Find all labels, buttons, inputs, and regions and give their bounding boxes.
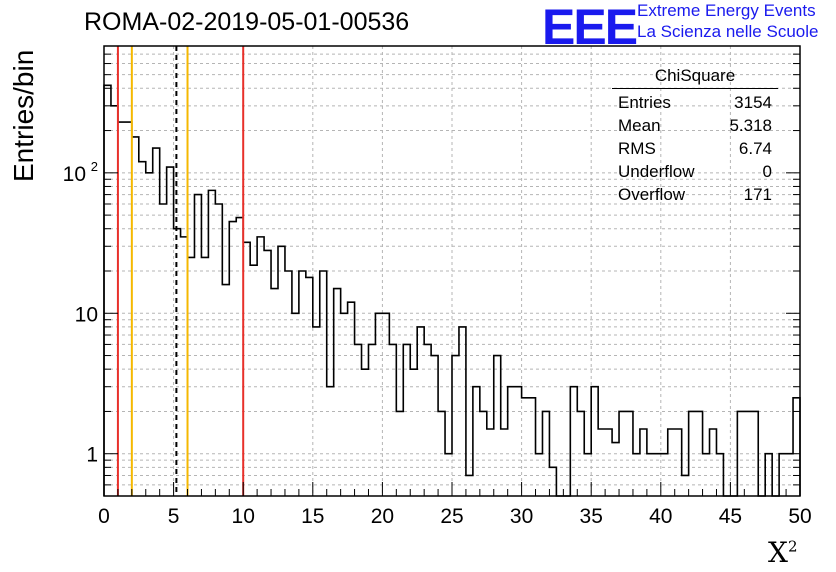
stats-row: Overflow 171 <box>612 183 778 206</box>
histogram-line <box>103 84 801 497</box>
y-tick-label: 10 <box>63 163 86 186</box>
stats-box: ChiSquare Entries 3154 Mean 5.318 RMS 6.74 … <box>612 66 778 206</box>
stats-row: RMS 6.74 <box>612 137 778 160</box>
stats-value: 171 <box>743 185 772 204</box>
stats-row: Underflow 0 <box>612 160 778 183</box>
stats-title: ChiSquare <box>612 66 778 89</box>
x-tick-label: 5 <box>168 505 180 528</box>
y-axis-label: Entries/bin <box>8 49 39 182</box>
stats-label: RMS <box>618 139 656 158</box>
stats-label: Underflow <box>618 162 695 181</box>
stats-row: Mean 5.318 <box>612 114 778 137</box>
x-tick-label: 15 <box>301 505 324 528</box>
logo-line-2: La Scienza nelle Scuole <box>637 22 819 41</box>
axis-ticks: 0 5 10 15 20 25 30 35 40 45 50 1 10 10 2 <box>63 45 812 528</box>
x-axis-label: X2 <box>768 536 797 569</box>
x-tick-label: 40 <box>649 505 672 528</box>
stats-value: 6.74 <box>738 139 772 158</box>
stats-row: Entries 3154 <box>612 91 778 114</box>
y-tick-label: 1 <box>86 444 98 467</box>
y-tick-label-exponent: 2 <box>91 159 98 174</box>
x-tick-label: 30 <box>510 505 533 528</box>
stats-value: 5.318 <box>729 116 772 135</box>
chart-title: ROMA-02-2019-05-01-00536 <box>84 8 410 36</box>
x-tick-label: 25 <box>440 505 463 528</box>
x-tick-label: 10 <box>232 505 255 528</box>
x-tick-label: 50 <box>788 505 811 528</box>
x-tick-label: 45 <box>719 505 742 528</box>
stats-label: Overflow <box>618 185 686 204</box>
x-axis-label-base: X <box>768 536 788 569</box>
stats-value: 3154 <box>734 93 772 112</box>
stats-value: 0 <box>762 162 772 181</box>
stats-label: Mean <box>618 116 661 135</box>
x-tick-label: 35 <box>580 505 603 528</box>
vertical-markers <box>116 46 245 496</box>
stats-label: Entries <box>618 93 671 112</box>
y-tick-label: 10 <box>75 303 98 326</box>
x-tick-label: 0 <box>98 505 110 528</box>
x-tick-label: 20 <box>371 505 394 528</box>
eee-logo: EEE <box>542 0 638 55</box>
x-axis-label-sup: 2 <box>787 537 798 556</box>
logo-line-1: Extreme Energy Events <box>637 1 816 20</box>
